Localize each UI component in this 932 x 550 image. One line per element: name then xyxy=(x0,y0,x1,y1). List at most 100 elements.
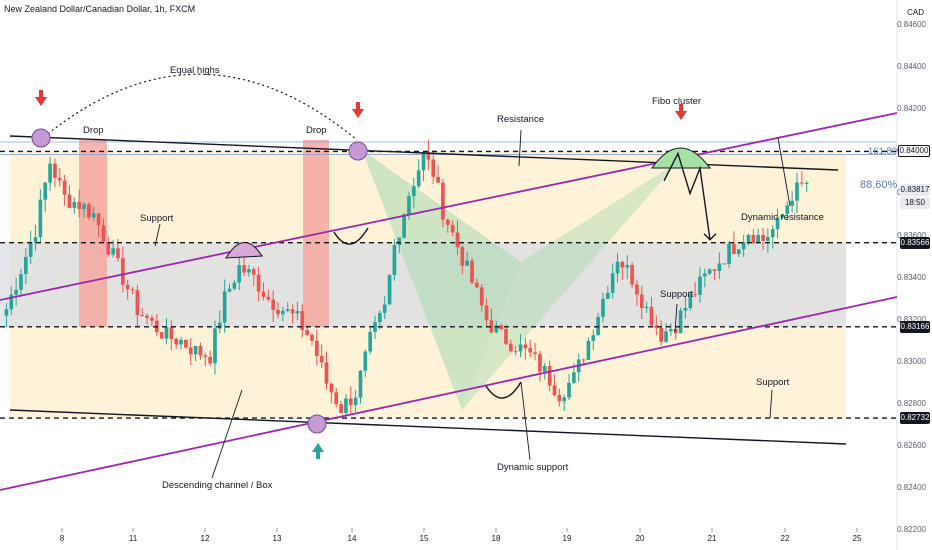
candle-body xyxy=(169,327,174,339)
candle xyxy=(649,296,654,328)
candle xyxy=(213,320,217,375)
candle xyxy=(310,333,314,346)
price-tag: 0.84000 xyxy=(898,145,930,158)
candle-body xyxy=(344,398,348,413)
symbol-interval: 1h xyxy=(154,4,165,14)
candle-body xyxy=(77,201,81,210)
candle-body xyxy=(315,340,319,356)
candle-body xyxy=(625,265,630,268)
x-tick-label: 21 xyxy=(707,534,717,543)
candle xyxy=(523,337,528,360)
x-tick-label: 22 xyxy=(780,534,790,543)
down-arrow-icon-1 xyxy=(35,90,47,106)
candle xyxy=(712,269,717,281)
symbol-title[interactable]: New Zealand Dollar/Canadian Dollar, 1h, … xyxy=(4,4,195,14)
candle-body xyxy=(9,294,14,310)
candle-body xyxy=(203,355,208,357)
candle xyxy=(198,342,203,360)
candle-body xyxy=(441,182,445,220)
candle xyxy=(353,389,358,412)
candle-body xyxy=(736,249,741,254)
pivot-circle-2 xyxy=(348,141,368,161)
candle-body xyxy=(300,311,305,331)
dynamic-support-label: Dynamic support xyxy=(497,462,569,473)
y-tick-label: 0.82200 xyxy=(897,525,926,534)
candle xyxy=(673,327,678,340)
support-trendline xyxy=(9,409,847,445)
candle xyxy=(601,292,605,323)
arrow-shaft xyxy=(356,102,360,110)
candle-body xyxy=(91,213,96,218)
candle-body xyxy=(295,311,300,314)
price-tag: 18:50 xyxy=(900,196,930,209)
candle-body xyxy=(596,316,600,336)
candle-body xyxy=(562,397,566,402)
drop-label-2: Drop xyxy=(306,125,327,136)
candle xyxy=(251,267,256,287)
candle-body xyxy=(620,261,625,268)
candle-body xyxy=(780,213,785,218)
candle-body xyxy=(261,291,266,297)
candle-body xyxy=(213,328,217,364)
x-tick-label: 13 xyxy=(272,534,282,543)
candle-body xyxy=(479,287,484,306)
candle xyxy=(693,282,697,298)
candle-body xyxy=(188,347,193,355)
candle xyxy=(644,301,649,313)
candle-body xyxy=(644,306,649,309)
candle xyxy=(678,307,683,334)
candle-body xyxy=(116,248,120,259)
candle xyxy=(470,257,474,285)
arrow-head xyxy=(352,109,364,118)
candle-body xyxy=(159,332,164,339)
candle xyxy=(499,323,503,331)
x-tick-label: 25 xyxy=(852,534,862,543)
candle xyxy=(800,171,804,187)
candle xyxy=(698,267,702,303)
candle-body xyxy=(591,335,596,341)
candle-body xyxy=(635,284,639,295)
candle xyxy=(703,268,707,288)
currency-label[interactable]: CAD xyxy=(907,8,924,17)
candle-body xyxy=(310,334,314,341)
candle xyxy=(106,236,111,257)
arrow-head xyxy=(35,97,47,106)
candle xyxy=(484,298,489,327)
candle xyxy=(683,295,688,319)
candle xyxy=(290,304,295,324)
x-tick-label: 8 xyxy=(59,534,65,543)
candle-body xyxy=(707,269,712,274)
y-tick-label: 0.82800 xyxy=(897,398,926,408)
candle xyxy=(140,307,145,317)
candle xyxy=(276,302,280,319)
candle xyxy=(43,181,48,212)
candle xyxy=(315,329,319,366)
candle-body xyxy=(184,339,188,348)
candle-body xyxy=(324,362,329,384)
candle xyxy=(625,255,630,280)
candle-body xyxy=(581,359,586,361)
candle-body xyxy=(67,194,72,208)
candle xyxy=(208,350,212,367)
candle-body xyxy=(164,327,169,339)
candle-body xyxy=(48,163,52,183)
candle xyxy=(150,314,154,326)
candle xyxy=(159,331,164,340)
candle xyxy=(756,228,760,244)
candle xyxy=(101,218,106,243)
candle xyxy=(33,224,38,251)
support-label-3: Support xyxy=(756,377,790,388)
candle-body xyxy=(703,273,707,277)
candle-body xyxy=(431,159,436,177)
candle-body xyxy=(455,232,460,248)
candle xyxy=(256,266,261,302)
candle-body xyxy=(392,245,397,275)
candles xyxy=(4,139,809,418)
candle-body xyxy=(334,392,339,405)
candle xyxy=(281,306,285,322)
candle xyxy=(591,329,596,350)
candle-body xyxy=(538,354,542,372)
candle xyxy=(125,279,130,300)
